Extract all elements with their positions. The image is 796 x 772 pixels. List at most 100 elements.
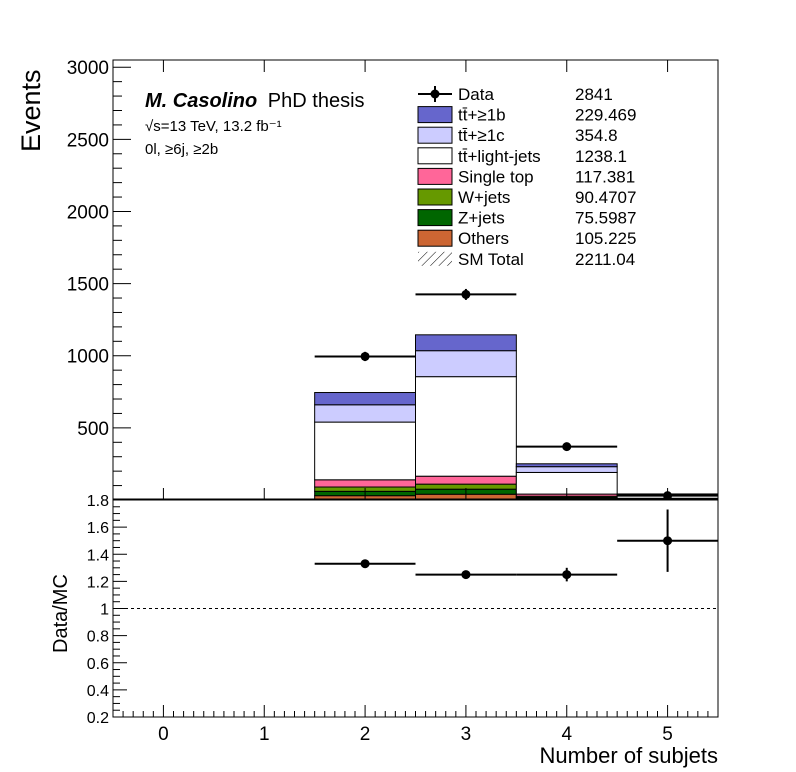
- ratio-y-axis: 0.2 0.4 0.6 0.8 1 1.2 1.4 1.6 1.8: [87, 493, 127, 727]
- ratio-point: [516, 567, 618, 582]
- legend-value: 2841: [575, 85, 613, 104]
- x-tick-label: 2: [360, 724, 371, 745]
- ratio-y-tick-label: 1.4: [87, 547, 109, 564]
- legend-label: W+jets: [458, 188, 510, 207]
- legend-label: Data: [458, 85, 494, 104]
- main-y-tick-label: 3000: [67, 58, 109, 79]
- legend-swatch: [417, 229, 453, 247]
- legend-value: 75.5987: [575, 209, 636, 228]
- legend-label: SM Total: [458, 250, 524, 269]
- legend-value: 117.381: [575, 167, 635, 186]
- main-y-axis: 500 1000 1500 2000 2500 3000: [67, 58, 131, 487]
- ratio-y-tick-label: 0.8: [87, 629, 109, 646]
- main-y-tick-label: 500: [77, 419, 109, 440]
- x-tick-label: 3: [461, 724, 472, 745]
- x-tick-label: 4: [561, 724, 572, 745]
- selection-label: 0l, ≥6j, ≥2b: [145, 141, 218, 158]
- bar-tt-light-jets-bin-2: [314, 421, 416, 481]
- main-y-axis-label: Events: [16, 69, 46, 152]
- legend-entry: tt̄+≥1c 354.8: [417, 126, 618, 145]
- data-point-marker: [562, 442, 572, 452]
- data-point: [314, 351, 416, 362]
- bar-tt-1b-bin-3: [415, 334, 517, 352]
- legend-label: Others: [458, 229, 509, 248]
- legend-value: 90.4707: [575, 188, 636, 207]
- bar-tt-light-jets-bin-3: [415, 376, 517, 477]
- legend-hatch-swatch: [418, 251, 452, 266]
- legend-entry: tt̄+light-jets 1238.1: [417, 147, 627, 166]
- ratio-y-tick-label: 0.2: [87, 710, 109, 727]
- stacked-histogram: [113, 334, 719, 501]
- legend-swatch: [417, 209, 453, 227]
- legend: Data 2841 tt̄+≥1b 229.469 tt̄+≥1c 354.8 tt̄+li…: [417, 85, 636, 269]
- main-y-tick-label: 1000: [67, 347, 109, 368]
- legend-label: tt̄+light-jets: [458, 147, 541, 166]
- legend-entry: W+jets 90.4707: [417, 188, 636, 207]
- x-tick-label: 1: [259, 724, 270, 745]
- data-point: [415, 288, 517, 300]
- ratio-plot-pad: 0.2 0.4 0.6 0.8 1 1.2 1.4 1.6 1.8 0 1 2 3 4 5 Data/MC…: [50, 493, 719, 768]
- data-point-marker: [461, 289, 471, 299]
- legend-value: 229.469: [575, 106, 636, 125]
- legend-value: 2211.04: [575, 250, 635, 269]
- ratio-point: [314, 559, 416, 569]
- legend-entry: Z+jets 75.5987: [417, 209, 636, 228]
- x-axis-label: Number of subjets: [539, 743, 718, 768]
- data-point: [516, 442, 618, 452]
- legend-swatch: [417, 147, 453, 165]
- ratio-point: [617, 509, 718, 572]
- main-y-tick-label: 1500: [67, 275, 109, 296]
- ratio-y-tick-label: 0.6: [87, 656, 109, 673]
- legend-value: 105.225: [575, 229, 636, 248]
- main-y-tick-label: 2000: [67, 202, 109, 223]
- main-x-axis-ticks: [162, 60, 669, 500]
- legend-entry: tt̄+≥1b 229.469: [417, 106, 636, 125]
- ratio-y-axis-label: Data/MC: [50, 574, 72, 653]
- x-tick-label: 5: [662, 724, 673, 745]
- author-name: M. Casolino: [145, 90, 257, 112]
- legend-value: 1238.1: [575, 147, 627, 166]
- ratio-y-tick-label: 1.6: [87, 520, 109, 537]
- legend-swatch: [417, 188, 453, 206]
- legend-label: Single top: [458, 167, 534, 186]
- annotation-title-line: M. Casolino PhD thesis: [145, 90, 365, 112]
- ratio-x-axis: 0 1 2 3 4 5: [112, 705, 719, 745]
- legend-entry: Data 2841: [418, 85, 613, 104]
- legend-swatch: [417, 167, 453, 185]
- ratio-y-tick-label: 1.8: [87, 493, 109, 510]
- legend-label: tt̄+≥1b: [458, 106, 506, 125]
- bar-tt-1c-bin-2: [314, 404, 416, 423]
- plot-annotation: M. Casolino PhD thesis √s=13 TeV, 13.2 f…: [145, 90, 365, 158]
- bar-single-top-bin-2: [314, 479, 416, 488]
- bar-single-top-bin-3: [415, 475, 517, 485]
- legend-data-marker: [430, 89, 440, 99]
- ratio-point-marker: [663, 536, 673, 546]
- ratio-point-marker: [461, 570, 471, 580]
- legend-entry: Others 105.225: [417, 229, 636, 248]
- ratio-point-marker: [562, 570, 572, 580]
- bar-tt-1c-bin-4: [515, 466, 618, 473]
- ratio-y-tick-label: 0.4: [87, 683, 109, 700]
- legend-entry: Single top 117.381: [417, 167, 635, 186]
- main-y-tick-label: 2500: [67, 130, 109, 151]
- bar-tt-1b-bin-2: [314, 392, 416, 406]
- main-plot-pad: 500 1000 1500 2000 2500 3000 Events: [16, 58, 719, 501]
- ratio-point-marker: [360, 559, 370, 569]
- ratio-point: [415, 570, 517, 580]
- bar-tt-1b-bin-4: [515, 463, 618, 468]
- legend-label: Z+jets: [458, 209, 505, 228]
- data-point-marker: [360, 351, 370, 361]
- energy-lumi-label: √s=13 TeV, 13.2 fb⁻¹: [145, 118, 282, 135]
- ratio-points: [113, 509, 718, 609]
- x-tick-label: 0: [158, 724, 169, 745]
- ratio-y-tick-label: 1: [100, 602, 109, 619]
- ratio-y-tick-label: 1.2: [87, 574, 109, 591]
- legend-swatch: [417, 106, 453, 124]
- thesis-label: PhD thesis: [268, 90, 365, 112]
- bar-tt-1c-bin-3: [415, 350, 517, 378]
- legend-value: 354.8: [575, 126, 618, 145]
- legend-label: tt̄+≥1c: [458, 126, 505, 145]
- legend-swatch: [417, 126, 453, 144]
- legend-entry: SM Total 2211.04: [418, 250, 635, 269]
